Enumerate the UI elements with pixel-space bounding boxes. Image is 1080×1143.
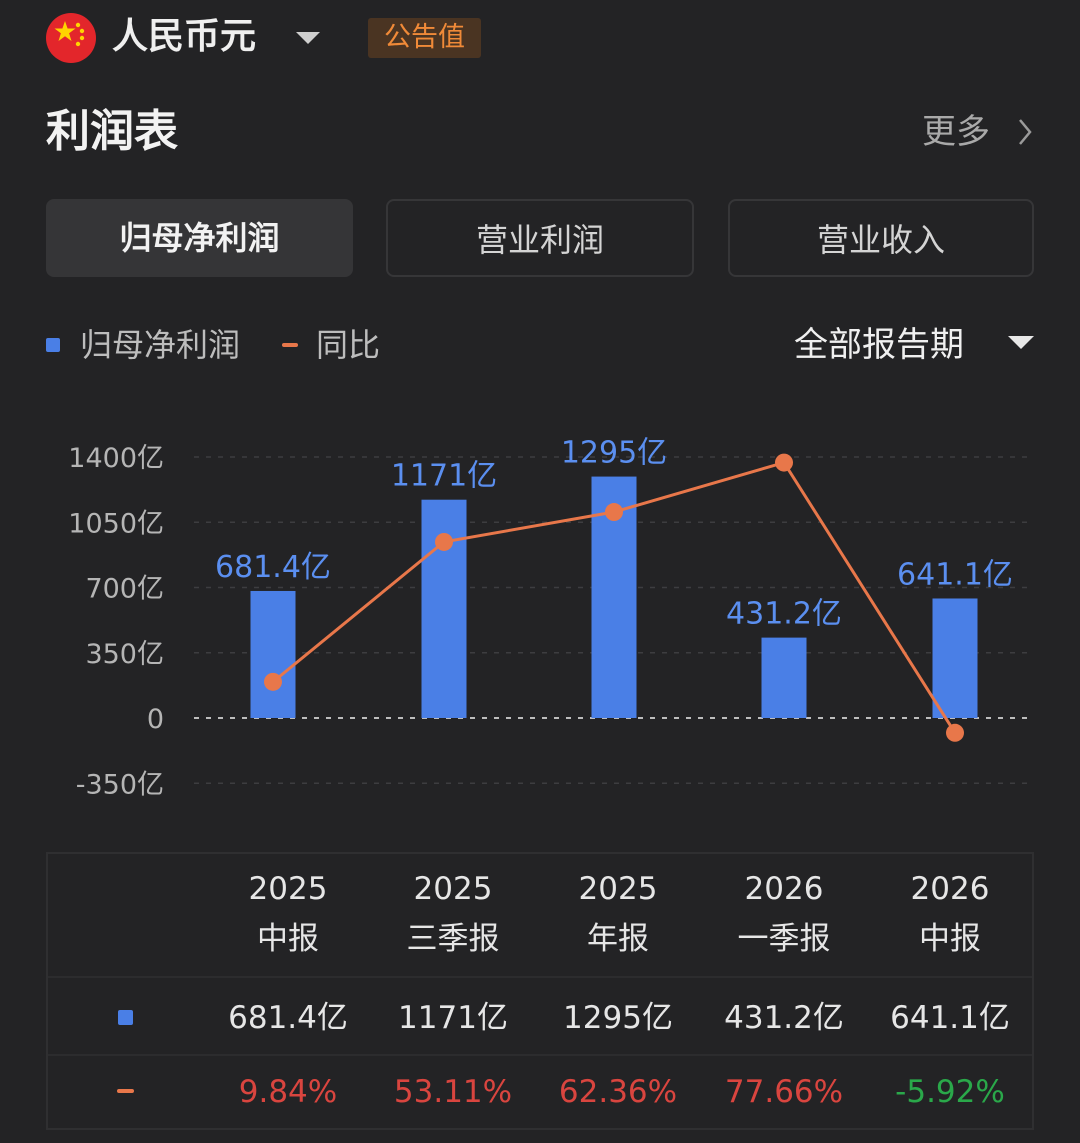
legend-bar-swatch xyxy=(46,338,60,352)
legend-bar-label: 归母净利润 xyxy=(80,326,241,364)
y-tick-label: 700亿 xyxy=(85,574,164,605)
row-line-swatch xyxy=(117,1089,134,1093)
bar xyxy=(761,637,807,718)
table-cell-yoy: 77.66% xyxy=(724,1074,844,1110)
table-cell-yoy: 62.36% xyxy=(558,1074,678,1110)
column-header: 2026 一季报 xyxy=(701,864,867,964)
bar-data-label: 681.4亿 xyxy=(215,550,331,585)
table-cell-yoy: -5.92% xyxy=(895,1074,1005,1110)
table-cell-value: 1295亿 xyxy=(563,1000,673,1036)
chevron-right-icon[interactable] xyxy=(1018,118,1032,146)
yoy-point xyxy=(775,453,793,472)
table-cell-value: 1171亿 xyxy=(398,1000,508,1036)
chevron-down-icon[interactable] xyxy=(1008,336,1034,349)
chevron-down-icon[interactable] xyxy=(296,32,320,44)
yoy-point xyxy=(435,532,453,551)
y-tick-label: 1050亿 xyxy=(68,508,164,539)
tab-net-profit[interactable]: 归母净利润 xyxy=(46,199,353,277)
column-header: 2026 中报 xyxy=(867,864,1033,964)
y-tick-label: -350亿 xyxy=(76,769,164,800)
tab-operating-profit[interactable]: 营业利润 xyxy=(386,199,694,277)
table-divider xyxy=(48,1054,1032,1056)
table-cell-value: 431.2亿 xyxy=(724,1000,844,1036)
yoy-point xyxy=(605,503,623,522)
legend-line-swatch xyxy=(282,343,298,347)
column-year: 2026 xyxy=(744,871,824,907)
tab-revenue[interactable]: 营业收入 xyxy=(728,199,1034,277)
yoy-point xyxy=(946,723,964,742)
more-link[interactable]: 更多 xyxy=(922,112,990,152)
column-header: 2025 年报 xyxy=(535,864,701,964)
currency-selector[interactable]: 人民币元 xyxy=(112,16,257,57)
bar xyxy=(932,598,978,718)
table-cell-value: 641.1亿 xyxy=(890,1000,1010,1036)
bar xyxy=(250,590,296,718)
period-selector[interactable]: 全部报告期 xyxy=(794,325,964,365)
table-cell-yoy: 53.11% xyxy=(393,1074,513,1110)
column-period: 年报 xyxy=(587,921,649,957)
y-tick-label: 0 xyxy=(147,704,164,735)
column-header: 2025 中报 xyxy=(205,864,371,964)
column-year: 2025 xyxy=(413,871,493,907)
column-year: 2025 xyxy=(248,871,328,907)
bar-data-label: 641.1亿 xyxy=(897,557,1013,592)
row-bar-swatch xyxy=(118,1010,133,1025)
table-cell-value: 681.4亿 xyxy=(228,1000,348,1036)
bar-data-label: 1171亿 xyxy=(391,459,497,494)
column-period: 中报 xyxy=(919,921,981,957)
bar-data-label: 431.2亿 xyxy=(726,597,842,632)
data-table xyxy=(46,852,1034,1130)
page-title: 利润表 xyxy=(46,106,178,157)
column-header: 2025 三季报 xyxy=(370,864,536,964)
bar xyxy=(421,499,467,718)
column-period: 三季报 xyxy=(406,921,500,957)
legend-line-label: 同比 xyxy=(316,326,381,364)
column-period: 一季报 xyxy=(737,921,831,957)
table-divider xyxy=(48,976,1032,978)
yoy-point xyxy=(264,672,282,691)
table-cell-yoy: 9.84% xyxy=(238,1074,338,1110)
status-badge: 公告值 xyxy=(368,18,481,58)
profit-chart: 1400亿 1050亿 700亿 350亿 0 -350亿 681.4亿 1171亿 1295亿… xyxy=(68,436,1032,800)
y-tick-label: 1400亿 xyxy=(68,443,164,474)
column-period: 中报 xyxy=(257,921,319,957)
bar-data-label: 1295亿 xyxy=(561,436,667,471)
y-tick-label: 350亿 xyxy=(85,639,164,670)
column-year: 2026 xyxy=(910,871,990,907)
column-year: 2025 xyxy=(578,871,658,907)
china-flag-icon xyxy=(46,13,96,63)
